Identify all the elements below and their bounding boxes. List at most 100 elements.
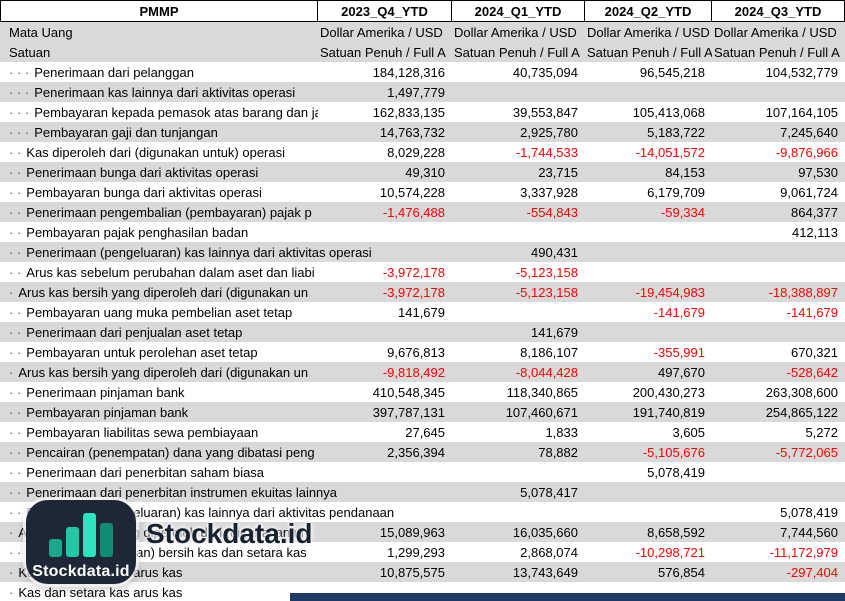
value-2024-q1 <box>452 462 585 482</box>
value-2024-q2 <box>585 82 712 102</box>
indent-dots: · · <box>9 384 22 400</box>
row-label-cell: · · Penerimaan pinjaman bank <box>0 382 318 402</box>
value-2024-q3: 9,061,724 <box>780 184 838 200</box>
row-label-cell: · · Penerimaan dari penerbitan instrumen … <box>0 482 337 502</box>
value-2023-q4: -3,972,178 <box>382 264 445 280</box>
row-label: Pembayaran bunga dari aktivitas operasi <box>26 184 262 200</box>
value-2024-q1: 39,553,847 <box>512 104 578 120</box>
value-2023-q4: 184,128,316 <box>372 64 445 80</box>
value-2024-q2: 5,183,722 <box>647 124 705 140</box>
indent-dots: · <box>9 284 14 300</box>
indent-dots: · · <box>9 144 22 160</box>
value-2024-q1 <box>452 222 585 242</box>
value-2024-q2: -355,991 <box>653 344 705 360</box>
value-2024-q3 <box>712 262 845 282</box>
value-2023-q4 <box>318 322 452 342</box>
value-2023-q4: 10,875,575 <box>379 564 445 580</box>
table-row: · · Pembayaran untuk perolehan aset tetap… <box>0 342 845 362</box>
row-label: Penerimaan pinjaman bank <box>26 384 185 400</box>
table-row: · · · Penerimaan dari pelanggan 184,128,3… <box>0 62 845 82</box>
indent-dots: · · <box>9 164 22 180</box>
value-2024-q2 <box>585 322 712 342</box>
value-2023-q4: 14,763,732 <box>379 124 445 140</box>
table-body: · · · Penerimaan dari pelanggan 184,128,3… <box>0 62 845 601</box>
currency-value: Dollar Amerika / USD <box>320 24 443 40</box>
indent-dots: · · <box>9 544 22 560</box>
row-label: Kas dan setara kas arus kas <box>18 584 183 600</box>
table-row: · · · Penerimaan kas lainnya dari aktivit… <box>0 82 845 102</box>
currency-row-label: Mata Uang <box>9 24 73 40</box>
column-header-2024-q2: 2024_Q2_YTD <box>585 0 712 22</box>
value-2024-q2 <box>585 482 712 502</box>
value-2023-q4: 410,548,345 <box>372 384 445 400</box>
unit-value: Satuan Penuh / Full A <box>454 44 580 60</box>
value-2024-q1: 13,743,649 <box>512 564 578 580</box>
currency-row: Mata Uang Dollar Amerika / USD Dollar Am… <box>0 22 845 42</box>
row-label: Pembayaran pinjaman bank <box>26 404 189 420</box>
value-2024-q3: 104,532,779 <box>765 64 838 80</box>
indent-dots: · · <box>9 344 22 360</box>
table-row: · · Penerimaan pengembalian (pembayaran) … <box>0 202 845 222</box>
indent-dots: · · <box>9 224 22 240</box>
indent-dots: · · <box>9 464 22 480</box>
value-2024-q2: -14,051,572 <box>635 144 705 160</box>
table-row: · · Penerimaan dari penjualan aset tetap … <box>0 322 845 342</box>
table-row: · · Pencairan (penempatan) dana yang diba… <box>0 442 845 462</box>
row-label: Pencairan (penempatan) dana yang dibatas… <box>26 444 315 460</box>
indent-dots: · · · <box>9 84 30 100</box>
value-2023-q4: 141,679 <box>398 304 445 320</box>
table-row: · Arus kas bersih yang diperoleh dari (di… <box>0 362 845 382</box>
value-2024-q1: -1,744,533 <box>515 144 578 160</box>
value-2023-q4 <box>318 482 452 502</box>
value-2024-q1: -5,123,158 <box>515 264 578 280</box>
row-label: Penerimaan dari penerbitan saham biasa <box>26 464 265 480</box>
row-label: Pembayaran gaji dan tunjangan <box>34 124 218 140</box>
row-label-cell: · · Pembayaran uang muka pembelian aset t… <box>0 302 318 322</box>
value-2024-q3: -141,679 <box>786 304 838 320</box>
value-2024-q3: -5,772,065 <box>775 444 838 460</box>
value-2023-q4: 10,574,228 <box>379 184 445 200</box>
indent-dots: · · <box>9 324 22 340</box>
value-2024-q2: 8,658,592 <box>647 524 705 540</box>
value-2024-q2 <box>585 242 712 262</box>
value-2024-q1: 2,868,074 <box>520 544 578 560</box>
value-2024-q3: 412,113 <box>791 224 838 240</box>
brand-wordmark: Stockdata.id <box>146 518 313 549</box>
unit-value: Satuan Penuh / Full A <box>320 44 446 60</box>
value-2023-q4: 8,029,228 <box>387 144 445 160</box>
bottom-strip <box>290 593 845 601</box>
row-label-cell: · · Penerimaan dari penjualan aset tetap <box>0 322 318 342</box>
table-row: · · Pembayaran pinjaman bank 397,787,131 … <box>0 402 845 422</box>
currency-value: Dollar Amerika / USD <box>587 24 710 40</box>
value-2023-q4: -9,818,492 <box>382 364 445 380</box>
row-label-cell: · · Penerimaan pengembalian (pembayaran) … <box>0 202 318 222</box>
table-row: · · Penerimaan dari penerbitan instrumen … <box>0 482 845 502</box>
bar-icon-segment <box>49 539 62 557</box>
row-label-cell: ·Kas dan setara kas arus kas <box>0 582 318 601</box>
indent-dots: · · · <box>9 64 30 80</box>
value-2024-q1: 1,833 <box>545 424 578 440</box>
column-header-2024-q3: 2024_Q3_YTD <box>712 0 845 22</box>
value-2024-q2: -19,454,983 <box>635 284 705 300</box>
row-label-cell: · · Penerimaan dari penerbitan saham bias… <box>0 462 318 482</box>
indent-dots: · · · <box>9 124 30 140</box>
value-2024-q1: 107,460,671 <box>505 404 578 420</box>
value-2024-q2 <box>585 262 712 282</box>
value-2023-q4: 1,497,779 <box>387 84 445 100</box>
value-2024-q2: 200,430,273 <box>632 384 705 400</box>
value-2023-q4 <box>318 462 452 482</box>
value-2024-q3: 7,744,560 <box>780 524 838 540</box>
value-2024-q3: 864,377 <box>791 204 838 220</box>
row-label-cell: · · Pembayaran pajak penghasilan badan <box>0 222 318 242</box>
row-label: Penerimaan dari penerbitan instrumen eku… <box>26 484 338 500</box>
value-2023-q4: 9,676,813 <box>387 344 445 360</box>
value-2024-q3: 97,530 <box>798 164 838 180</box>
value-2024-q1: 78,882 <box>538 444 578 460</box>
value-2024-q3: 670,321 <box>791 344 838 360</box>
row-label: Pembayaran uang muka pembelian aset teta… <box>26 304 293 320</box>
table-row: · · Pembayaran bunga dari aktivitas opera… <box>0 182 845 202</box>
row-label: Penerimaan dari pelanggan <box>34 64 194 80</box>
value-2024-q3 <box>712 462 845 482</box>
value-2024-q2: 105,413,068 <box>632 104 705 120</box>
value-2023-q4: 397,787,131 <box>372 404 445 420</box>
